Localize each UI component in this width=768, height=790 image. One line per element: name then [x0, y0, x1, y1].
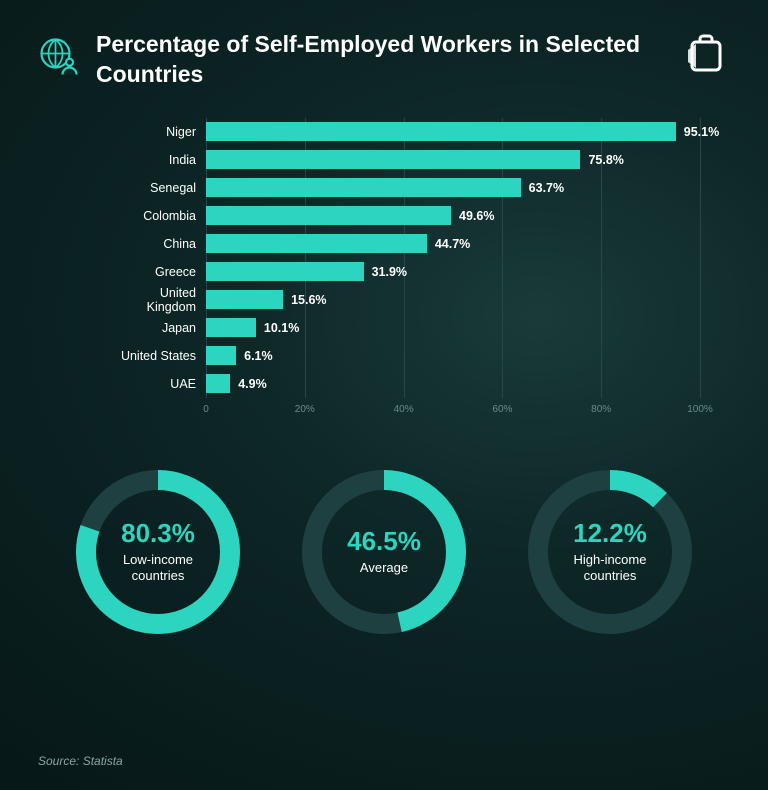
bar-row: Japan10.1% — [108, 314, 700, 342]
axis-tick: 0 — [203, 404, 209, 415]
bar-label: Colombia — [108, 209, 206, 223]
bar-value: 75.8% — [588, 153, 623, 167]
bar-fill: 15.6% — [206, 290, 283, 309]
bar-fill: 4.9% — [206, 374, 230, 393]
axis-tick: 80% — [591, 404, 611, 415]
donut-row: 80.3% Low-income countries 46.5% Average 12.… — [38, 462, 730, 642]
bar-value: 49.6% — [459, 209, 494, 223]
donut-label: High-income countries — [555, 552, 665, 585]
bar-row: India75.8% — [108, 146, 700, 174]
bar-value: 6.1% — [244, 349, 273, 363]
axis-tick: 100% — [687, 404, 713, 415]
bar-value: 63.7% — [529, 181, 564, 195]
bar-label: Japan — [108, 321, 206, 335]
bar-value: 95.1% — [684, 125, 719, 139]
bar-fill: 44.7% — [206, 234, 427, 253]
bar-label: Greece — [108, 265, 206, 279]
bar-fill: 63.7% — [206, 178, 521, 197]
donut-percentage: 80.3% — [121, 519, 195, 548]
donut-percentage: 12.2% — [573, 519, 647, 548]
bar-row: United Kingdom15.6% — [108, 286, 700, 314]
bar-row: Niger95.1% — [108, 118, 700, 146]
bar-label: United States — [108, 349, 206, 363]
bar-fill: 31.9% — [206, 262, 364, 281]
header: Percentage of Self-Employed Workers in S… — [38, 30, 730, 90]
bar-value: 44.7% — [435, 237, 470, 251]
bar-fill: 10.1% — [206, 318, 256, 337]
bar-label: India — [108, 153, 206, 167]
bar-fill: 49.6% — [206, 206, 451, 225]
source-attribution: Source: Statista — [38, 754, 123, 768]
briefcase-logo-icon — [682, 30, 730, 78]
bar-row: Senegal63.7% — [108, 174, 700, 202]
bar-value: 31.9% — [372, 265, 407, 279]
bar-fill: 6.1% — [206, 346, 236, 365]
axis-tick: 20% — [295, 404, 315, 415]
bar-value: 15.6% — [291, 293, 326, 307]
bar-label: China — [108, 237, 206, 251]
bar-chart: Niger95.1%India75.8%Senegal63.7%Colombia… — [108, 118, 700, 422]
bar-value: 10.1% — [264, 321, 299, 335]
bar-value: 4.9% — [238, 377, 267, 391]
globe-person-icon — [38, 36, 80, 78]
bar-label: UAE — [108, 377, 206, 391]
bar-row: China44.7% — [108, 230, 700, 258]
donut: 46.5% Average — [294, 462, 474, 642]
bar-fill: 75.8% — [206, 150, 580, 169]
bar-label: Niger — [108, 125, 206, 139]
donut-percentage: 46.5% — [347, 527, 421, 556]
donut-label: Low-income countries — [103, 552, 213, 585]
donut-label: Average — [360, 560, 408, 576]
bar-row: United States6.1% — [108, 342, 700, 370]
axis-tick: 40% — [394, 404, 414, 415]
bar-row: Colombia49.6% — [108, 202, 700, 230]
bar-label: United Kingdom — [108, 286, 206, 314]
bar-row: UAE4.9% — [108, 370, 700, 398]
axis-tick: 60% — [492, 404, 512, 415]
page-title: Percentage of Self-Employed Workers in S… — [96, 30, 666, 90]
donut: 12.2% High-income countries — [520, 462, 700, 642]
bar-fill: 95.1% — [206, 122, 676, 141]
bar-row: Greece31.9% — [108, 258, 700, 286]
bar-label: Senegal — [108, 181, 206, 195]
donut: 80.3% Low-income countries — [68, 462, 248, 642]
